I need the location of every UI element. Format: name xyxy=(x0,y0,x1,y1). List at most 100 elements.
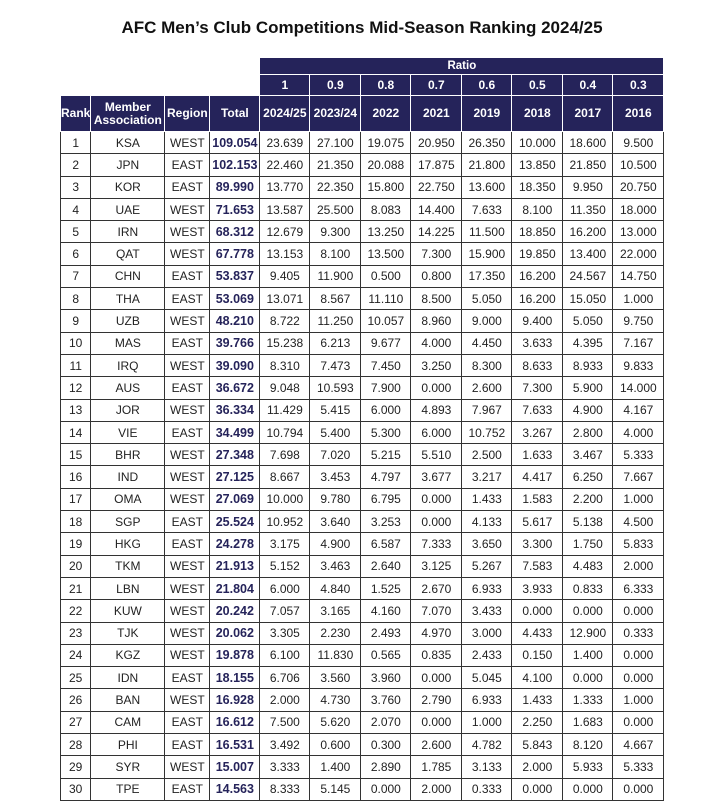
season-points-cell: 0.000 xyxy=(612,777,665,801)
season-points-cell: 3.760 xyxy=(360,688,412,712)
member-association-cell: BHR xyxy=(90,443,166,467)
season-points-cell: 2.000 xyxy=(410,777,463,801)
ratio-value: 0.7 xyxy=(410,74,463,96)
season-points-cell: 0.000 xyxy=(410,376,463,400)
season-points-cell: 7.300 xyxy=(410,242,463,266)
season-points-cell: 2.230 xyxy=(309,621,362,645)
season-points-cell: 0.800 xyxy=(410,264,463,289)
season-points-cell: 14.000 xyxy=(612,376,665,400)
column-header: 2018 xyxy=(511,95,564,132)
total-cell: 16.531 xyxy=(209,733,261,757)
season-points-cell: 3.267 xyxy=(511,420,564,445)
column-header: 2019 xyxy=(461,95,513,132)
season-points-cell: 0.000 xyxy=(562,666,614,690)
season-points-cell: 0.833 xyxy=(562,576,614,601)
season-points-cell: 27.100 xyxy=(309,130,362,155)
season-points-cell: 2.890 xyxy=(360,755,412,779)
table-row: 4 UAE WEST 71.653 13.587 25.500 8.083 14.400 7.6… xyxy=(59,197,665,222)
season-points-cell: 6.000 xyxy=(259,576,311,601)
season-points-cell: 10.794 xyxy=(259,420,311,445)
season-points-cell: 5.215 xyxy=(360,443,412,467)
table-row: 18 SGP EAST 25.524 10.952 3.640 3.253 0.000 4.13… xyxy=(59,510,665,534)
season-points-cell: 20.088 xyxy=(360,153,412,177)
season-points-cell: 18.350 xyxy=(511,175,564,199)
season-points-cell: 10.593 xyxy=(309,376,362,400)
rank-cell: 5 xyxy=(59,220,92,244)
season-points-cell: 3.467 xyxy=(562,443,614,467)
region-cell: WEST xyxy=(164,621,211,645)
total-cell: 36.334 xyxy=(209,398,261,422)
total-cell: 89.990 xyxy=(209,175,261,199)
rank-cell: 12 xyxy=(59,376,92,400)
season-points-cell: 0.000 xyxy=(410,487,463,512)
season-points-cell: 9.677 xyxy=(360,331,412,355)
table-row: 19 HKG EAST 24.278 3.175 4.900 6.587 7.333 3.650… xyxy=(59,532,665,556)
region-cell: EAST xyxy=(164,175,211,199)
member-association-cell: UZB xyxy=(90,309,166,333)
season-points-cell: 6.250 xyxy=(562,465,614,489)
season-points-cell: 5.933 xyxy=(562,755,614,779)
season-points-cell: 1.000 xyxy=(612,688,665,712)
rank-cell: 18 xyxy=(59,510,92,534)
member-association-cell: IRN xyxy=(90,220,166,244)
season-points-cell: 6.000 xyxy=(360,398,412,422)
region-cell: EAST xyxy=(164,264,211,289)
season-points-cell: 1.633 xyxy=(511,443,564,467)
season-points-cell: 4.160 xyxy=(360,599,412,623)
member-association-cell: JOR xyxy=(90,398,166,422)
table-row: 15 BHR WEST 27.348 7.698 7.020 5.215 5.510 2.500… xyxy=(59,443,665,467)
season-points-cell: 1.433 xyxy=(511,688,564,712)
total-cell: 53.837 xyxy=(209,264,261,289)
season-points-cell: 5.843 xyxy=(511,733,564,757)
region-cell: EAST xyxy=(164,153,211,177)
member-association-cell: CAM xyxy=(90,710,166,735)
season-points-cell: 9.048 xyxy=(259,376,311,400)
region-cell: WEST xyxy=(164,688,211,712)
blank-corner xyxy=(60,57,260,75)
season-points-cell: 5.267 xyxy=(461,554,513,578)
column-header: 2017 xyxy=(562,95,614,132)
total-cell: 27.125 xyxy=(209,465,261,489)
table-row: 2 JPN EAST 102.153 22.460 21.350 20.088 17.875 2… xyxy=(59,153,665,177)
member-association-cell: KOR xyxy=(90,175,166,199)
season-points-cell: 5.050 xyxy=(562,309,614,333)
table-row: 24 KGZ WEST 19.878 6.100 11.830 0.565 0.835 2.43… xyxy=(59,643,665,668)
total-cell: 27.348 xyxy=(209,443,261,467)
season-points-cell: 3.217 xyxy=(461,465,513,489)
total-cell: 36.672 xyxy=(209,376,261,400)
season-points-cell: 1.785 xyxy=(410,755,463,779)
season-points-cell: 1.525 xyxy=(360,576,412,601)
season-points-cell: 10.057 xyxy=(360,309,412,333)
region-cell: WEST xyxy=(164,599,211,623)
region-cell: WEST xyxy=(164,554,211,578)
season-points-cell: 4.900 xyxy=(562,398,614,422)
season-points-cell: 2.670 xyxy=(410,576,463,601)
season-points-cell: 0.000 xyxy=(562,599,614,623)
rank-cell: 26 xyxy=(59,688,92,712)
season-points-cell: 7.057 xyxy=(259,599,311,623)
table-row: 3 KOR EAST 89.990 13.770 22.350 15.800 22.750 13… xyxy=(59,175,665,199)
table-row: 10 MAS EAST 39.766 15.238 6.213 9.677 4.000 4.45… xyxy=(59,331,665,355)
season-points-cell: 7.020 xyxy=(309,443,362,467)
season-points-cell: 1.583 xyxy=(511,487,564,512)
total-cell: 16.928 xyxy=(209,688,261,712)
table-row: 23 TJK WEST 20.062 3.305 2.230 2.493 4.970 3.000… xyxy=(59,621,665,645)
season-points-cell: 8.083 xyxy=(360,197,412,222)
season-points-cell: 9.950 xyxy=(562,175,614,199)
season-points-cell: 4.893 xyxy=(410,398,463,422)
season-points-cell: 13.400 xyxy=(562,242,614,266)
region-cell: WEST xyxy=(164,220,211,244)
rank-cell: 28 xyxy=(59,733,92,757)
season-points-cell: 7.633 xyxy=(461,197,513,222)
season-points-cell: 5.617 xyxy=(511,510,564,534)
season-points-cell: 15.050 xyxy=(562,287,614,311)
season-points-cell: 8.333 xyxy=(259,777,311,801)
ratio-value: 0.8 xyxy=(360,74,412,96)
season-points-cell: 4.900 xyxy=(309,532,362,556)
total-cell: 18.155 xyxy=(209,666,261,690)
season-points-cell: 15.900 xyxy=(461,242,513,266)
season-points-cell: 5.415 xyxy=(309,398,362,422)
table-row: 11 IRQ WEST 39.090 8.310 7.473 7.450 3.250 8.300… xyxy=(59,353,665,378)
season-points-cell: 4.500 xyxy=(612,510,665,534)
season-points-cell: 15.800 xyxy=(360,175,412,199)
